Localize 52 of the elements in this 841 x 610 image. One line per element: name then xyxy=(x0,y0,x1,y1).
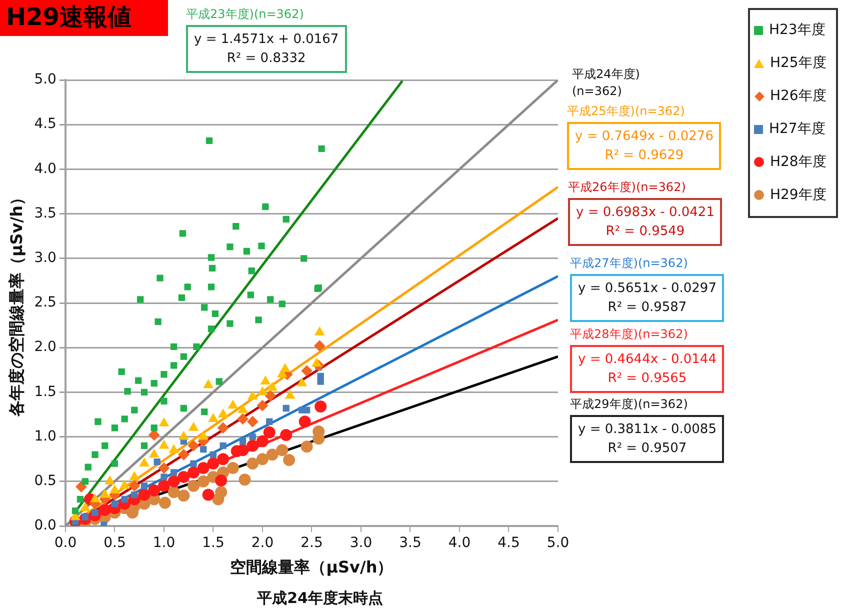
x-tick-label: 4.5 xyxy=(498,535,520,552)
text: y = 0.6983x - 0.0421 xyxy=(576,204,714,222)
y-tick-label: 1.5 xyxy=(34,384,56,400)
text: y = 1.4571x + 0.0167 xyxy=(194,31,339,49)
text: 平成23年度)(n=362) xyxy=(186,6,305,23)
legend-label: H29年度 xyxy=(770,187,826,203)
y-tick-label: 5.0 xyxy=(34,72,56,88)
legend-label: H28年度 xyxy=(770,154,826,170)
text: R² = 0.9549 xyxy=(604,223,686,241)
text: y = 0.3811x - 0.0085 xyxy=(578,421,716,439)
text: 平成24年度末時点 xyxy=(256,588,384,608)
y-tick-label: 3.5 xyxy=(34,205,56,222)
y-tick-label: 4.0 xyxy=(34,160,56,177)
legend-label: H27年度 xyxy=(769,121,826,137)
chart-title: H29速報値 xyxy=(0,0,168,36)
x-tick-label: 2.0 xyxy=(251,535,274,552)
text: y = 0.5651x - 0.0297 xyxy=(578,280,716,298)
text: R² = 0.9565 xyxy=(606,370,688,388)
text: 平成29年度)(n=362) xyxy=(570,396,689,413)
text: (n=362) xyxy=(572,83,623,100)
y-tick-label: 0.5 xyxy=(34,473,56,490)
text: R² = 0.8332 xyxy=(226,50,307,68)
x-tick-label: 1.0 xyxy=(152,535,176,552)
y-axis-title: 各年度の空間線量率（μSv/h） xyxy=(6,190,26,418)
x-tick-label: 5.0 xyxy=(546,535,570,552)
y-tick-label: 2.5 xyxy=(34,294,56,311)
text: 平成28年度)(n=362) xyxy=(570,326,689,343)
x-tick-label: 3.0 xyxy=(350,535,372,552)
legend-label: H25年度 xyxy=(770,55,826,71)
text: y = 0.7649x - 0.0276 xyxy=(575,128,714,146)
text: 平成27年度)(n=362) xyxy=(570,255,689,272)
text: 平成24年度) xyxy=(572,66,640,83)
legend-label: H26年度 xyxy=(770,88,826,104)
x-tick-label: 0.5 xyxy=(104,535,126,552)
y-tick-label: 1.0 xyxy=(34,428,56,444)
text: y = 0.4644x - 0.0144 xyxy=(578,351,716,369)
y-tick-label: 4.5 xyxy=(34,116,56,132)
x-tick-label: 1.5 xyxy=(202,535,224,552)
text: R² = 0.9629 xyxy=(604,147,685,165)
y-tick-label: 2.0 xyxy=(34,339,56,356)
x-tick-label: 0.0 xyxy=(54,535,77,552)
y-tick-label: 0.0 xyxy=(34,518,56,534)
text: 平成25年度)(n=362) xyxy=(567,103,686,120)
text: R² = 0.9507 xyxy=(606,440,688,458)
y-tick-label: 3.0 xyxy=(34,250,56,266)
legend-label: H23年度 xyxy=(769,22,826,38)
x-tick-label: 2.5 xyxy=(300,535,323,552)
text: R² = 0.9587 xyxy=(606,299,688,317)
x-tick-label: 4.0 xyxy=(448,535,471,552)
x-tick-label: 3.5 xyxy=(399,535,422,552)
text: 平成26年度)(n=362) xyxy=(568,179,687,196)
x-axis-title: 空間線量率（μSv/h） xyxy=(230,558,394,577)
